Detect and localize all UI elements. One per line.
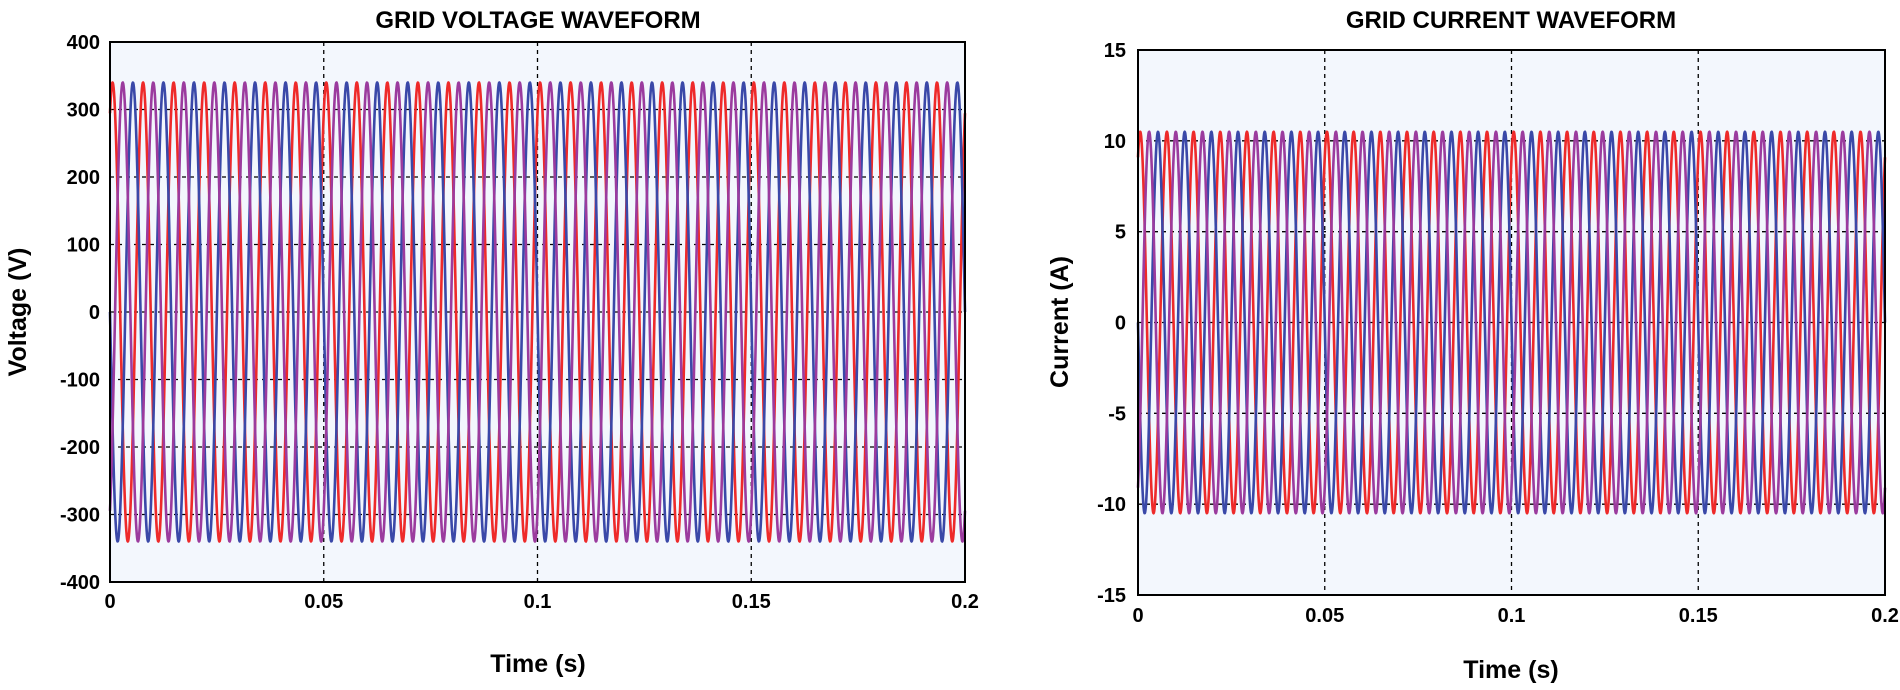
y-tick-label: -100 — [60, 370, 100, 392]
y-tick-label: -5 — [1108, 403, 1126, 425]
y-axis-label: Current (A) — [1046, 256, 1074, 388]
y-tick-label: -400 — [60, 572, 100, 594]
x-axis-label: Time (s) — [1463, 656, 1558, 684]
y-tick-label: 100 — [67, 235, 100, 257]
x-tick-label: 0.1 — [1498, 605, 1526, 627]
x-tick-label: 0.1 — [524, 591, 552, 613]
waveform-phase-1 — [108, 81, 967, 543]
tick-labels: 0 0.05 0.1 0.15 0.2 15 10 5 0 -5 -10 -15 — [1097, 40, 1899, 627]
x-tick-label: 0.05 — [304, 591, 343, 613]
y-tick-label: -300 — [60, 505, 100, 527]
x-axis-label: Time (s) — [490, 650, 585, 678]
chart-title: GRID VOLTAGE WAVEFORM — [375, 7, 700, 34]
waveform-series — [1136, 130, 1887, 515]
waveform-phase-3 — [1136, 130, 1887, 515]
waveform-phase-2 — [1136, 130, 1887, 515]
x-tick-label: 0.2 — [951, 591, 979, 613]
x-tick-label: 0 — [1132, 605, 1143, 627]
tick-labels: 0 0.05 0.1 0.15 0.2 400 300 200 100 0 -100 -200 -300… — [60, 32, 979, 613]
x-tick-label: 0.15 — [732, 591, 771, 613]
y-tick-label: 200 — [67, 167, 100, 189]
plot-border — [109, 41, 966, 583]
waveform-series — [108, 81, 967, 543]
current-chart: GRID CURRENT WAVEFORM 0 0.05 0.1 0.15 0.2 15 1… — [1046, 7, 1899, 684]
y-tick-label: 400 — [67, 32, 100, 54]
y-tick-label: 0 — [1115, 313, 1126, 335]
y-axis-label: Voltage (V) — [4, 248, 32, 377]
x-tick-label: 0.2 — [1871, 605, 1899, 627]
plot-border — [1137, 49, 1886, 596]
x-tick-label: 0 — [104, 591, 115, 613]
chart-title: GRID CURRENT WAVEFORM — [1346, 7, 1676, 34]
waveform-phase-3 — [108, 81, 967, 543]
y-tick-label: 15 — [1104, 40, 1126, 62]
y-tick-label: -200 — [60, 437, 100, 459]
waveform-phase-2 — [108, 81, 967, 543]
voltage-chart: GRID VOLTAGE WAVEFORM 0 0.05 0.1 0.15 0.2 400… — [4, 7, 979, 678]
waveform-phase-1 — [1136, 130, 1887, 515]
y-tick-label: 5 — [1115, 222, 1126, 244]
y-tick-label: -15 — [1097, 585, 1126, 607]
y-tick-label: 10 — [1104, 131, 1126, 153]
y-tick-label: 0 — [89, 302, 100, 324]
y-tick-label: -10 — [1097, 494, 1126, 516]
x-tick-label: 0.05 — [1305, 605, 1344, 627]
x-tick-label: 0.15 — [1679, 605, 1718, 627]
y-tick-label: 300 — [67, 100, 100, 122]
